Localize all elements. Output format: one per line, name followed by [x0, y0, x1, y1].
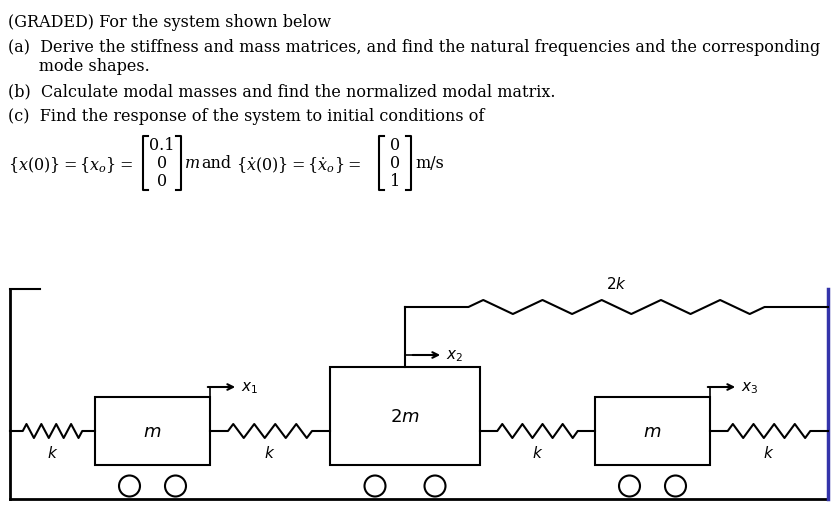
Text: (GRADED) For the system shown below: (GRADED) For the system shown below — [8, 14, 331, 31]
Text: 0.1: 0.1 — [149, 137, 175, 154]
Text: 0: 0 — [157, 173, 167, 190]
Bar — [330, 367, 480, 465]
Text: $\{\dot{x}(0)\} = \{\dot{x}_o\} =$: $\{\dot{x}(0)\} = \{\dot{x}_o\} =$ — [236, 155, 361, 175]
Text: (a)  Derive the stiffness and mass matrices, and find the natural frequencies an: (a) Derive the stiffness and mass matric… — [8, 39, 820, 56]
Text: $x_3$: $x_3$ — [741, 379, 758, 395]
Text: 0: 0 — [157, 155, 167, 172]
Text: $m$: $m$ — [644, 422, 662, 440]
Text: $2k$: $2k$ — [606, 275, 627, 292]
Text: m/s: m/s — [415, 155, 444, 172]
Text: $k$: $k$ — [532, 444, 543, 460]
Text: $x_1$: $x_1$ — [241, 379, 258, 395]
Text: (c)  Find the response of the system to initial conditions of: (c) Find the response of the system to i… — [8, 108, 484, 125]
Bar — [595, 397, 710, 465]
Text: m: m — [185, 155, 200, 172]
Text: and: and — [201, 155, 231, 172]
Text: $2m$: $2m$ — [391, 407, 420, 425]
Text: 0: 0 — [390, 155, 400, 172]
Text: $k$: $k$ — [47, 444, 58, 460]
Text: 1: 1 — [390, 173, 400, 190]
Text: $m$: $m$ — [143, 422, 162, 440]
Text: mode shapes.: mode shapes. — [8, 58, 150, 75]
Text: $k$: $k$ — [763, 444, 774, 460]
Text: (b)  Calculate modal masses and find the normalized modal matrix.: (b) Calculate modal masses and find the … — [8, 83, 556, 100]
Bar — [95, 397, 210, 465]
Text: $x_2$: $x_2$ — [446, 348, 463, 363]
Text: $\{x(0)\} = \{x_o\} =$: $\{x(0)\} = \{x_o\} =$ — [8, 155, 133, 175]
Text: $k$: $k$ — [264, 444, 276, 460]
Text: 0: 0 — [390, 137, 400, 154]
